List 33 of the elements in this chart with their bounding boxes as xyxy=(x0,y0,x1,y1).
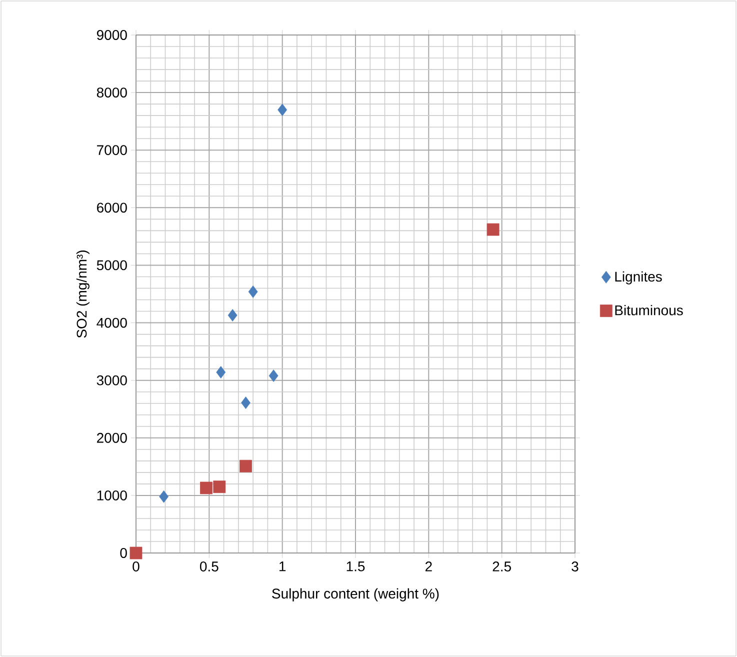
x-tick-label: 2 xyxy=(425,562,432,572)
point xyxy=(240,460,252,472)
point xyxy=(268,370,278,382)
y-tick-label: 7000 xyxy=(97,145,127,156)
y-tick-label: 3000 xyxy=(96,375,127,386)
point xyxy=(200,482,212,494)
x-tick-label: 3 xyxy=(572,562,578,572)
legend-label: Bituminous xyxy=(615,305,683,316)
y-tick-label: 0 xyxy=(120,548,127,558)
point xyxy=(216,366,226,378)
point xyxy=(241,396,250,409)
point xyxy=(248,286,258,298)
x-axis-title: Sulphur content (weight %) xyxy=(272,588,439,602)
y-tick-label: 9000 xyxy=(96,30,127,40)
y-tick-label: 2000 xyxy=(97,432,127,443)
point xyxy=(213,480,226,494)
x-tick-label: 0 xyxy=(132,562,140,572)
y-tick-label: 5000 xyxy=(96,260,127,270)
x-tick-label: 0.5 xyxy=(200,562,218,572)
point xyxy=(486,223,500,236)
point xyxy=(278,104,288,116)
y-axis-title: SO2 (mg/nm³) xyxy=(76,250,90,338)
y-tick-label: 8000 xyxy=(96,88,127,98)
y-tick-label: 1000 xyxy=(97,490,127,500)
y-tick-label: 4000 xyxy=(96,318,127,328)
x-tick-label: 1 xyxy=(280,562,286,572)
x-tick-label: 2.5 xyxy=(492,562,511,572)
legend-label: Lignites xyxy=(615,271,662,284)
point xyxy=(130,546,142,560)
point xyxy=(159,490,169,503)
point xyxy=(228,309,238,322)
x-tick-label: 1.5 xyxy=(346,562,365,572)
y-tick-label: 6000 xyxy=(97,202,127,213)
